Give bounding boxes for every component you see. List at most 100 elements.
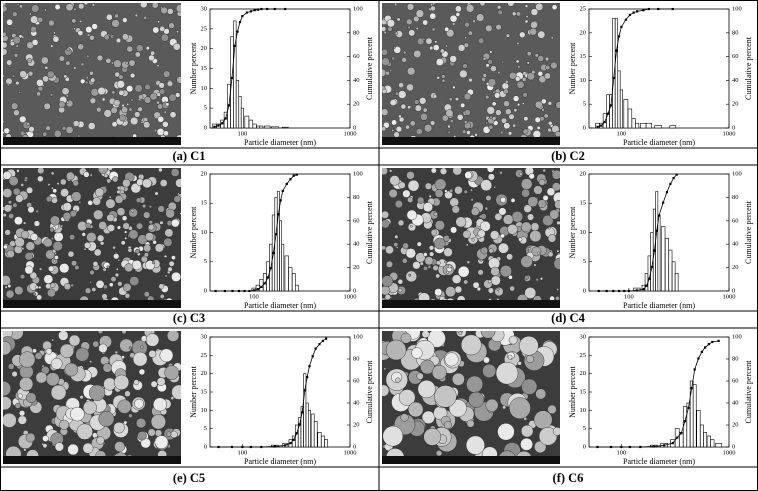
particle bbox=[389, 99, 397, 106]
particle bbox=[44, 65, 49, 70]
y2-tick-label: 40 bbox=[732, 241, 739, 248]
particle bbox=[501, 60, 505, 64]
cumulative-marker bbox=[683, 420, 687, 423]
particle bbox=[408, 29, 416, 37]
particle bbox=[538, 427, 558, 446]
particle bbox=[393, 46, 396, 49]
particle bbox=[430, 5, 436, 12]
particle bbox=[142, 178, 152, 189]
particle bbox=[430, 120, 436, 126]
particle bbox=[521, 221, 532, 233]
particle bbox=[52, 188, 58, 194]
particle bbox=[431, 364, 447, 380]
particle bbox=[3, 396, 12, 411]
bar bbox=[279, 220, 283, 292]
particle bbox=[40, 56, 49, 65]
particle bbox=[50, 357, 63, 370]
particle bbox=[478, 37, 485, 44]
particle bbox=[382, 26, 387, 32]
particle bbox=[119, 338, 134, 353]
particle bbox=[422, 107, 428, 113]
bar bbox=[308, 410, 311, 448]
y2-axis-label: Cumulative percent bbox=[744, 200, 753, 264]
bar bbox=[689, 380, 694, 448]
particle bbox=[50, 282, 56, 288]
particle bbox=[19, 115, 27, 123]
particle bbox=[382, 88, 387, 94]
particle bbox=[440, 48, 445, 54]
bar bbox=[230, 36, 234, 129]
particle bbox=[547, 127, 552, 133]
particle bbox=[15, 44, 19, 48]
particle bbox=[106, 13, 113, 21]
cumulative-marker bbox=[617, 35, 621, 38]
particle bbox=[495, 24, 502, 31]
particle bbox=[411, 347, 423, 359]
particle bbox=[3, 275, 11, 286]
cumulative-line bbox=[218, 338, 327, 448]
particle bbox=[106, 178, 112, 184]
particle bbox=[451, 372, 465, 386]
caption: (e) C5 bbox=[173, 471, 205, 485]
particle bbox=[413, 99, 420, 105]
cumulative-marker bbox=[676, 436, 679, 439]
bar bbox=[686, 402, 691, 448]
particle bbox=[159, 348, 174, 363]
x-tick-label: 1000 bbox=[344, 449, 357, 456]
particle bbox=[520, 424, 534, 438]
particle bbox=[407, 67, 416, 76]
y2-tick-label: 80 bbox=[353, 355, 360, 362]
particle bbox=[101, 97, 106, 102]
particle bbox=[122, 178, 131, 188]
particle bbox=[508, 274, 513, 280]
particle bbox=[395, 126, 403, 133]
plot-frame bbox=[209, 336, 351, 448]
particle bbox=[82, 442, 94, 454]
particle bbox=[539, 277, 543, 281]
x-tick-label: 100 bbox=[617, 449, 627, 456]
particle bbox=[547, 404, 557, 414]
bar bbox=[313, 421, 318, 448]
particle bbox=[164, 274, 168, 278]
particle bbox=[116, 225, 121, 230]
particle bbox=[489, 115, 493, 120]
particle bbox=[176, 30, 179, 34]
y2-tick-label: 40 bbox=[732, 77, 739, 84]
particle bbox=[382, 68, 387, 77]
particle bbox=[457, 265, 470, 278]
cumulative-marker bbox=[301, 411, 304, 414]
particle bbox=[159, 88, 166, 95]
cumulative-marker bbox=[223, 289, 226, 293]
particle bbox=[150, 380, 158, 388]
particle bbox=[527, 213, 535, 221]
particle bbox=[134, 111, 141, 118]
particle bbox=[26, 186, 34, 194]
particle bbox=[547, 226, 551, 230]
particle bbox=[548, 121, 553, 126]
particle bbox=[12, 187, 21, 196]
particle bbox=[135, 197, 142, 203]
particle bbox=[130, 182, 141, 194]
particle bbox=[510, 198, 516, 203]
cumulative-marker bbox=[655, 229, 658, 232]
cumulative-marker bbox=[620, 25, 623, 28]
particle bbox=[30, 15, 39, 24]
particle bbox=[451, 205, 460, 214]
particle bbox=[434, 385, 457, 408]
particle bbox=[512, 123, 517, 128]
cumulative-marker bbox=[281, 189, 284, 193]
particle bbox=[397, 278, 404, 285]
particle bbox=[485, 398, 499, 412]
particle bbox=[172, 42, 181, 51]
bar bbox=[263, 125, 271, 129]
particle bbox=[499, 265, 512, 278]
particle bbox=[464, 36, 467, 40]
particle bbox=[111, 90, 116, 95]
particle bbox=[164, 228, 174, 238]
particle bbox=[101, 293, 108, 300]
particle bbox=[393, 131, 400, 138]
particle bbox=[171, 384, 181, 400]
particle bbox=[547, 234, 557, 243]
cumulative-marker bbox=[628, 13, 632, 17]
particle bbox=[114, 71, 120, 78]
